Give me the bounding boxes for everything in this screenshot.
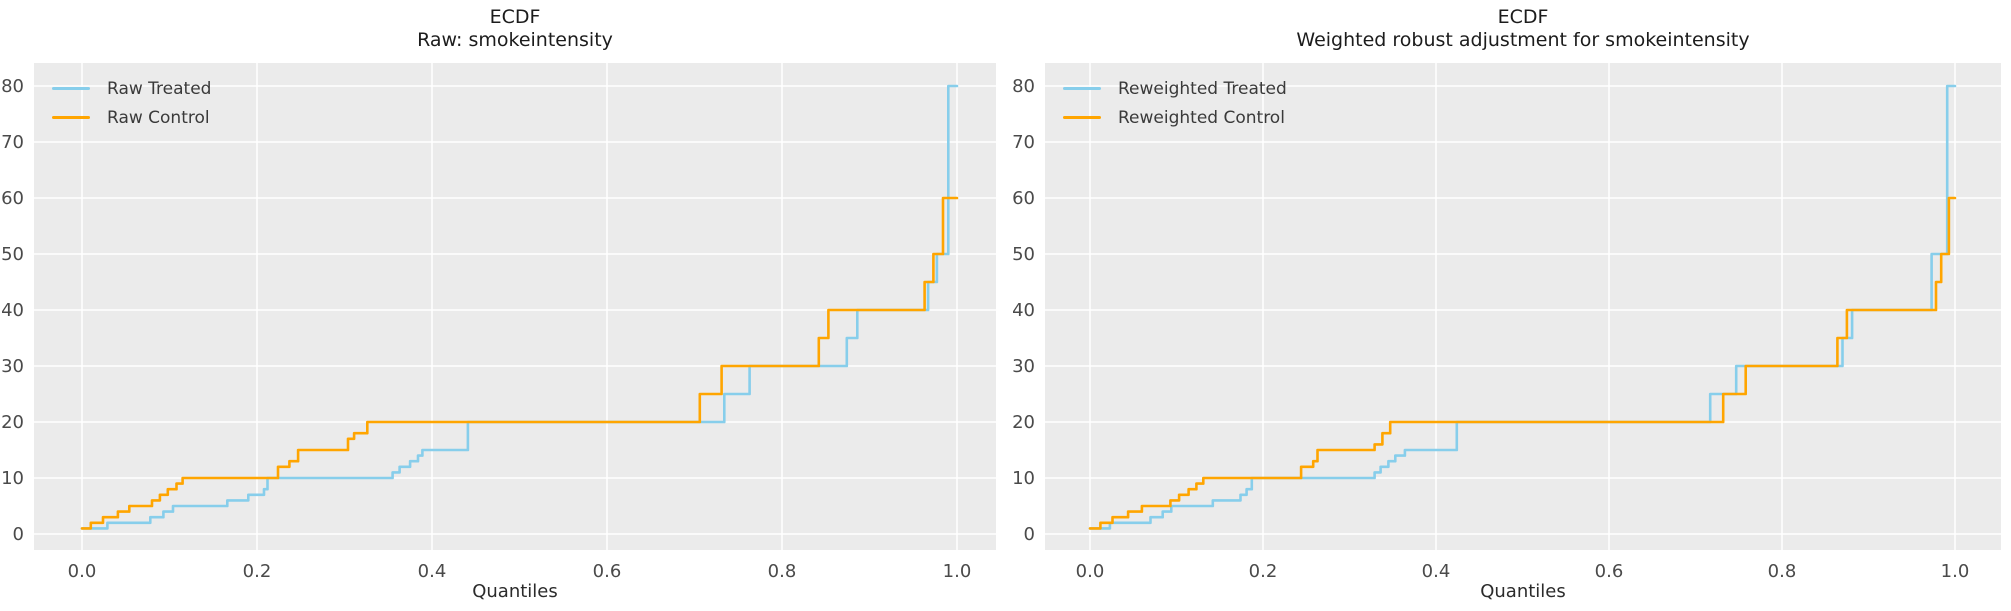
plot-area	[34, 63, 996, 550]
x-tick-label: 0.4	[418, 561, 447, 582]
legend-item: Raw Treated	[52, 74, 211, 103]
x-tick-label: 0.2	[243, 561, 272, 582]
plot-right: 0.0 0.2 0.4 0.6 0.8 1.0 0 10 20 30 40 50 60 70 80	[1012, 63, 2001, 582]
y-tick-label: 0	[1024, 524, 1035, 545]
x-axis-label-left: Quantiles	[472, 581, 558, 602]
series-line-reweighted-control	[1088, 196, 1957, 530]
chart-title-line1: ECDF	[1497, 6, 1549, 28]
legend-label: Reweighted Control	[1118, 107, 1285, 128]
x-tick-label: 0.6	[1595, 561, 1624, 582]
chart-title-left: ECDF Raw: smokeintensity	[34, 6, 996, 52]
legend-label: Reweighted Treated	[1118, 78, 1287, 99]
x-tick-label: 0.8	[768, 561, 797, 582]
series-line-raw-treated	[80, 84, 959, 530]
x-tick-label: 0.0	[68, 561, 97, 582]
y-tick-label: 50	[1, 244, 24, 265]
x-tick-label: 0.0	[1076, 561, 1105, 582]
y-tick-label: 30	[1, 356, 24, 377]
y-tick-label: 70	[1, 132, 24, 153]
y-tick-label: 0	[13, 524, 24, 545]
legend-label: Raw Control	[107, 107, 210, 128]
x-tick-label: 0.2	[1249, 561, 1278, 582]
chart-title-line1: ECDF	[489, 6, 541, 28]
legend-item: Reweighted Control	[1063, 103, 1287, 132]
y-tick-label: 20	[1012, 412, 1035, 433]
plot-area	[1045, 63, 2001, 550]
legend-label: Raw Treated	[107, 78, 212, 99]
legend-line-swatch	[1063, 116, 1101, 119]
y-tick-label: 30	[1012, 356, 1035, 377]
x-tick-label: 1.0	[1941, 561, 1970, 582]
x-tick-label: 0.6	[593, 561, 622, 582]
series-line-raw-control	[80, 196, 959, 530]
y-tick-label: 10	[1, 468, 24, 489]
x-tick-label: 0.8	[1768, 561, 1797, 582]
x-axis-label-right: Quantiles	[1480, 581, 1566, 602]
legend-right: Reweighted Treated Reweighted Control	[1063, 74, 1287, 132]
y-tick-label: 80	[1, 76, 24, 97]
y-tick-label: 70	[1012, 132, 1035, 153]
x-tick-label: 0.4	[1422, 561, 1451, 582]
plot-left: 0.0 0.2 0.4 0.6 0.8 1.0 0 10 20 30 40 50 60 70 80	[1, 63, 996, 582]
legend-line-swatch	[52, 116, 90, 119]
y-tick-label: 40	[1, 300, 24, 321]
y-tick-label: 60	[1, 188, 24, 209]
x-tick-label: 1.0	[943, 561, 972, 582]
legend-item: Reweighted Treated	[1063, 74, 1287, 103]
y-tick-label: 20	[1, 412, 24, 433]
chart-title-line2: Weighted robust adjustment for smokeinte…	[1296, 29, 1750, 51]
chart-title-right: ECDF Weighted robust adjustment for smok…	[1045, 6, 2001, 52]
legend-line-swatch	[52, 87, 90, 90]
y-tick-label: 50	[1012, 244, 1035, 265]
y-tick-label: 80	[1012, 76, 1035, 97]
y-tick-label: 40	[1012, 300, 1035, 321]
chart-title-line2: Raw: smokeintensity	[417, 29, 613, 51]
legend-line-swatch	[1063, 87, 1101, 90]
legend-left: Raw Treated Raw Control	[52, 74, 211, 132]
legend-item: Raw Control	[52, 103, 211, 132]
y-tick-label: 10	[1012, 468, 1035, 489]
y-tick-label: 60	[1012, 188, 1035, 209]
